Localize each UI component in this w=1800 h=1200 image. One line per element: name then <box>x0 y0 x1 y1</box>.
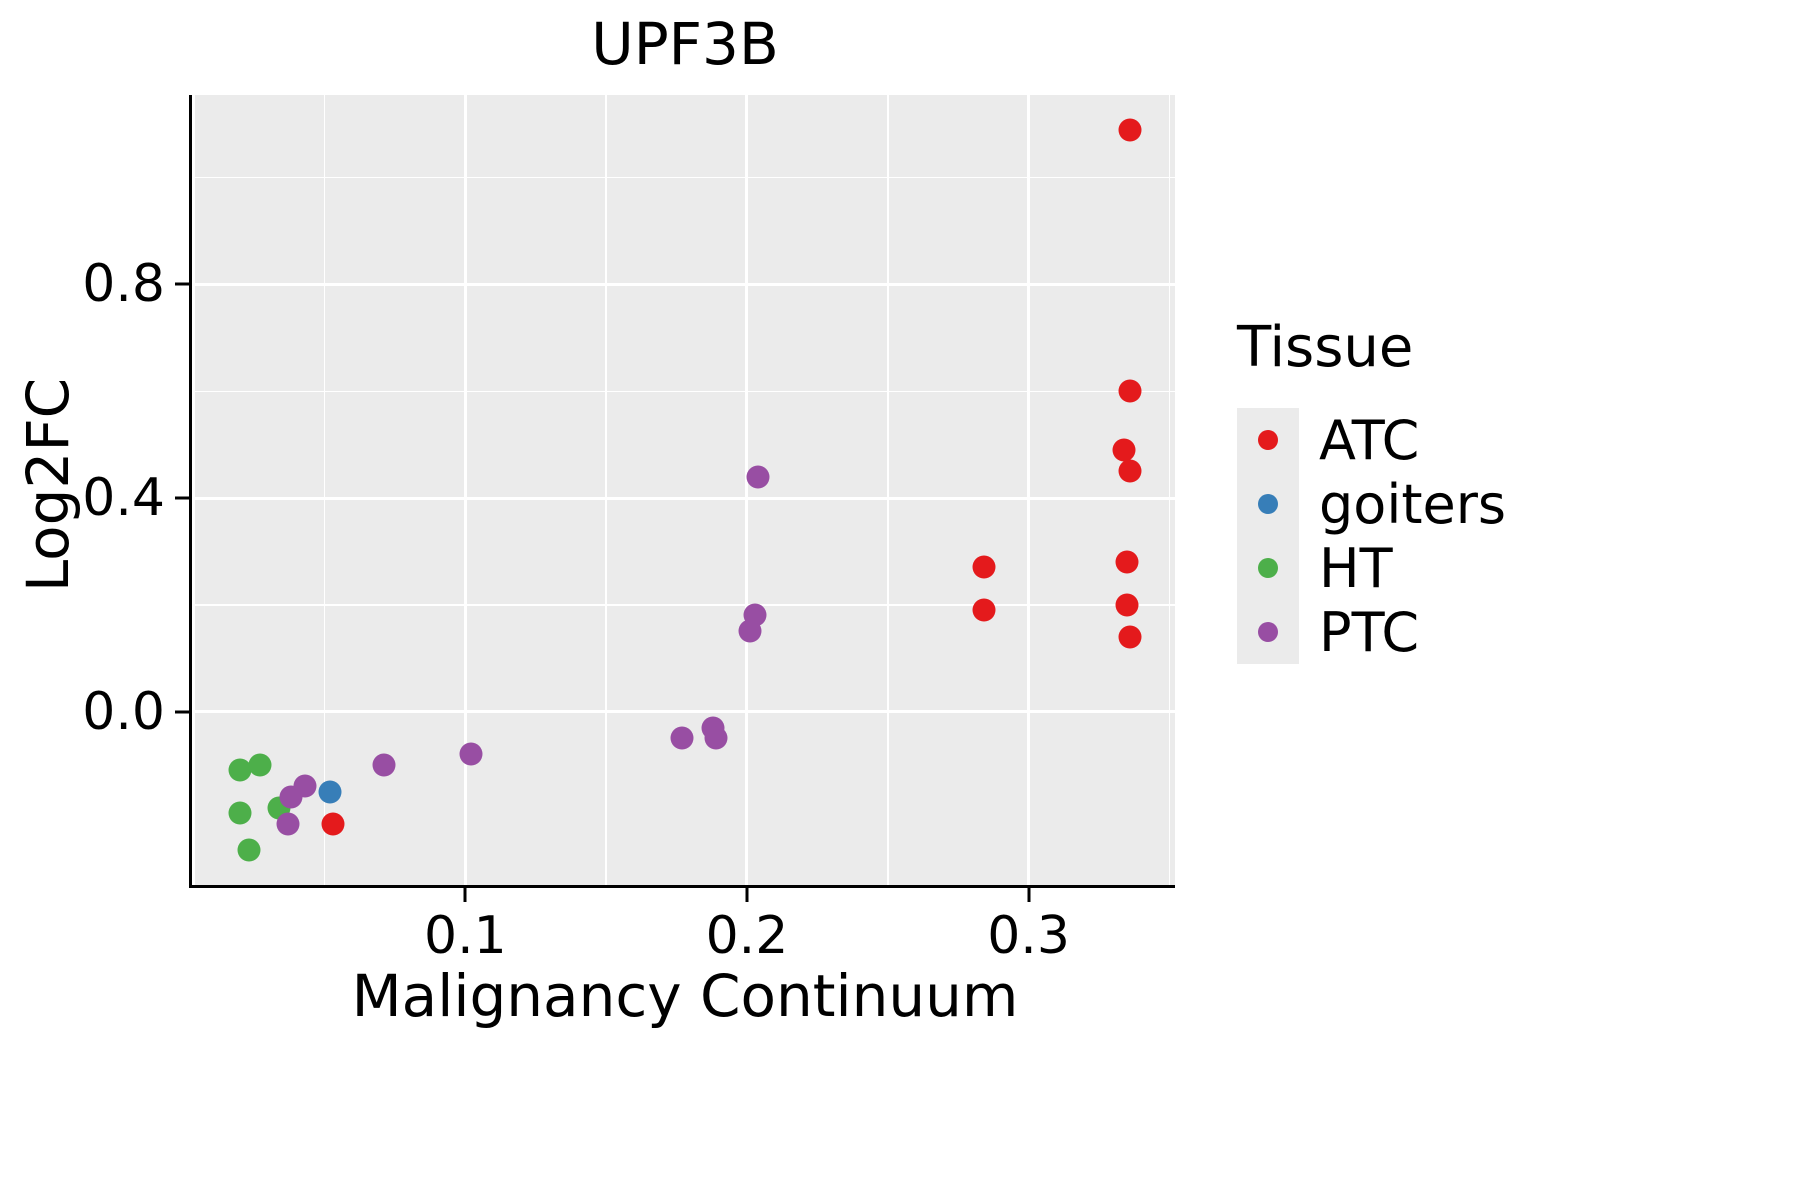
y-tick-mark <box>175 282 189 286</box>
data-point-ptc <box>746 465 770 489</box>
legend: Tissue ATC goiters HT PTC <box>1237 315 1506 664</box>
x-axis-label: Malignancy Continuum <box>351 962 1019 1030</box>
chart-title: UPF3B <box>591 10 779 78</box>
data-point-ht <box>237 838 260 862</box>
data-point-atc <box>972 598 995 622</box>
legend-row-atc: ATC <box>1237 408 1506 472</box>
data-point-ht <box>228 801 252 825</box>
y-tick-label: 0.4 <box>82 468 165 528</box>
x-tick-mark <box>745 888 749 902</box>
gridline-x-major <box>463 95 467 885</box>
gridline-x-minor <box>605 95 607 885</box>
x-tick-mark <box>1027 888 1031 902</box>
data-point-atc <box>1118 118 1142 142</box>
y-axis-line <box>189 95 192 888</box>
gridline-x-minor <box>323 95 326 885</box>
legend-key-ptc <box>1237 600 1299 664</box>
gridline-y-major <box>195 282 1175 286</box>
y-tick-label: 0.0 <box>82 681 165 742</box>
gridline-y-major <box>195 710 1175 714</box>
legend-label-atc: ATC <box>1319 408 1420 472</box>
legend-key-goiters <box>1237 472 1299 536</box>
gridline-y-minor <box>195 176 1175 179</box>
data-point-atc <box>1118 459 1142 483</box>
plot-panel <box>195 95 1175 885</box>
gridline-x-minor <box>1168 95 1171 885</box>
data-point-ht <box>228 758 252 782</box>
x-tick-mark <box>463 888 467 902</box>
legend-row-goiters: goiters <box>1237 472 1506 536</box>
legend-key-atc <box>1237 408 1299 472</box>
legend-title: Tissue <box>1237 315 1414 380</box>
x-tick-label: 0.2 <box>705 906 789 966</box>
data-point-ht <box>248 753 272 777</box>
data-point-atc <box>1118 625 1142 649</box>
legend-row-ptc: PTC <box>1237 600 1506 664</box>
x-axis-line <box>189 885 1175 888</box>
gridline-x-major <box>745 95 749 885</box>
x-tick-label: 0.3 <box>987 906 1070 966</box>
gridline-y-minor <box>195 390 1175 392</box>
data-point-ptc <box>276 812 300 836</box>
data-point-goiters <box>318 780 342 804</box>
data-point-atc <box>1115 593 1139 617</box>
data-point-ptc <box>738 619 762 643</box>
gridline-y-major <box>195 496 1175 500</box>
legend-row-ht: HT <box>1237 536 1506 600</box>
legend-dot-ht <box>1258 558 1278 578</box>
x-tick-label: 0.1 <box>423 906 507 966</box>
legend-items: ATC goiters HT PTC <box>1237 408 1506 664</box>
gridline-x-minor <box>887 95 889 885</box>
gridline-y-minor <box>195 604 1175 606</box>
legend-label-ptc: PTC <box>1319 600 1420 664</box>
legend-label-ht: HT <box>1319 536 1393 600</box>
legend-dot-atc <box>1258 430 1278 450</box>
y-tick-mark <box>175 496 189 500</box>
legend-dot-goiters <box>1258 494 1278 514</box>
y-tick-mark <box>175 710 189 714</box>
data-point-ptc <box>279 785 303 809</box>
data-point-ptc <box>372 753 396 777</box>
data-point-ptc <box>670 726 694 750</box>
data-point-atc <box>972 555 995 579</box>
legend-key-ht <box>1237 536 1299 600</box>
data-point-atc <box>1118 379 1142 403</box>
legend-dot-ptc <box>1258 622 1278 642</box>
y-tick-label: 0.8 <box>82 254 165 315</box>
data-point-atc <box>1112 438 1136 462</box>
data-point-atc <box>1115 550 1139 574</box>
gridline-x-major <box>1027 95 1031 885</box>
data-point-atc <box>321 812 345 836</box>
data-point-ptc <box>704 726 728 750</box>
legend-label-goiters: goiters <box>1319 472 1507 536</box>
data-point-ptc <box>459 742 483 766</box>
